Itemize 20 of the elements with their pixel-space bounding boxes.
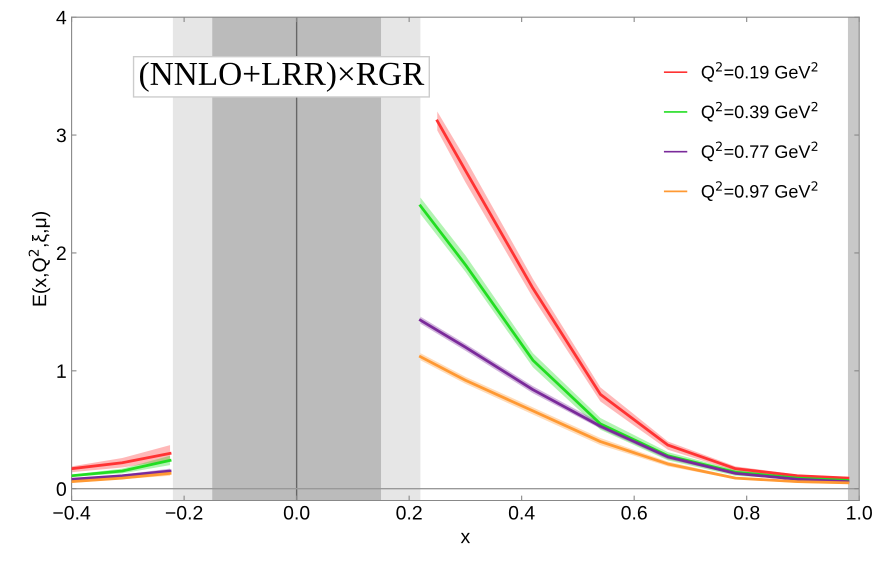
x-tick-label: 0.8 [734,506,760,520]
y-axis-title: E(x,Q$^{2}$,ξ,μ) [28,212,50,306]
x-tick-label: 1.0 [847,506,872,520]
legend-label: Q$^{2}$=0.97 GeV$^{2}$ [702,181,818,201]
x-tick-label: 0.0 [284,506,310,520]
x-tick-label: −0.4 [53,506,90,520]
legend-label: Q$^{2}$=0.19 GeV$^{2}$ [702,62,818,82]
y-tick-label: 1 [57,364,66,378]
legend-label: Q$^{2}$=0.77 GeV$^{2}$ [702,142,818,162]
y-tick-label: 4 [56,10,66,24]
x-tick-label: 0.2 [396,506,422,520]
legend-label: Q$^{2}$=0.39 GeV$^{2}$ [702,102,818,122]
y-tick-label: 0 [56,482,66,496]
x-tick-label: 0.6 [621,506,647,520]
annotation: (NNLO+LRR)×RGR [140,62,424,92]
y-tick-label: 2 [56,246,66,260]
x-axis-title: x [460,532,470,544]
x-tick-label: 0.4 [508,506,535,520]
x-tick-label: −0.2 [166,506,202,520]
y-tick-label: 3 [56,128,66,142]
